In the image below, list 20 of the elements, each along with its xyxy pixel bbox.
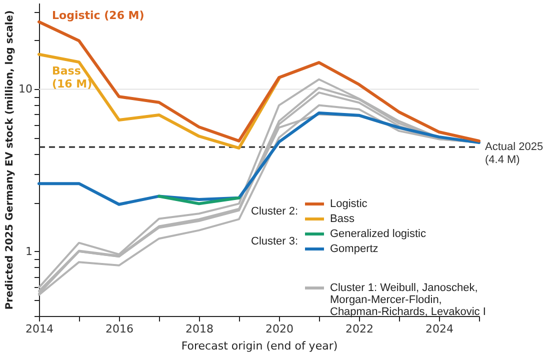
x-tick-label: 2022 bbox=[346, 322, 374, 336]
y-axis-title: Predicted 2025 Germany EV stock (million, log scale) bbox=[4, 10, 16, 310]
x-tick-label: 2020 bbox=[266, 322, 294, 336]
legend-label: Generalized logistic bbox=[330, 228, 426, 240]
x-tick-label: 2018 bbox=[186, 322, 214, 336]
annotation: Logistic (26 M) bbox=[52, 8, 144, 22]
ref-line-label: Actual 2025 (4.4 M) bbox=[485, 141, 544, 166]
annotation: Cluster 3: bbox=[251, 236, 298, 248]
legend-label: Gompertz bbox=[330, 243, 378, 255]
x-tick-label: 2014 bbox=[26, 322, 54, 336]
x-tick-label: 2024 bbox=[426, 322, 454, 336]
y-tick-label: 10 bbox=[18, 82, 32, 96]
x-axis-title: Forecast origin (end of year) bbox=[181, 340, 338, 352]
y-tick-label: 1 bbox=[26, 244, 32, 258]
x-tick-label: 2016 bbox=[106, 322, 134, 336]
legend-label: Logistic bbox=[330, 198, 368, 210]
annotation: Bass (16 M) bbox=[52, 64, 92, 90]
annotation: Cluster 2: bbox=[251, 206, 298, 218]
legend-label: Bass bbox=[330, 213, 355, 225]
legend-label: Cluster 1: Weibull, Janoschek, Morgan-Mercer-Flodin, Chapman-Richards, Levakovic I bbox=[330, 282, 486, 318]
